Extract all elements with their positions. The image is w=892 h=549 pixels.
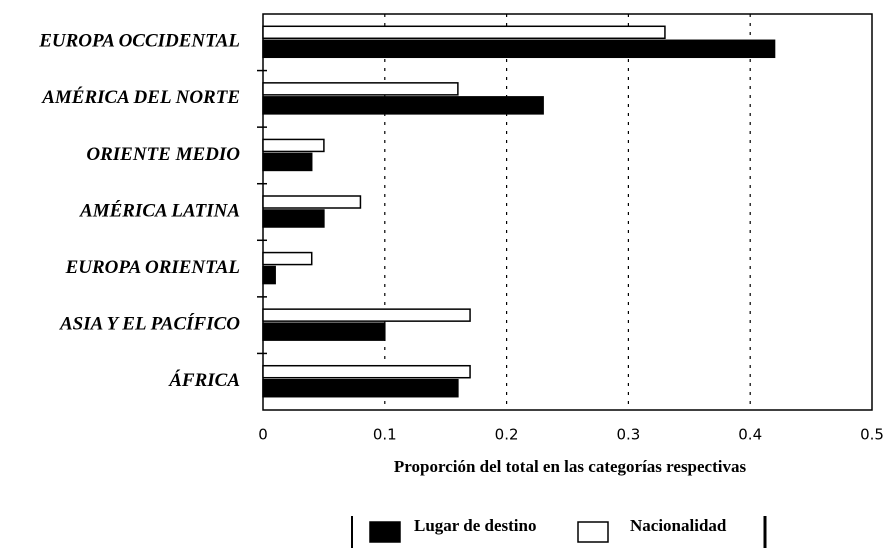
bar (262, 96, 544, 115)
y-tick-label: EUROPA ORIENTAL (65, 257, 240, 278)
bar (262, 209, 325, 228)
bar (262, 308, 471, 322)
legend-swatch (369, 521, 401, 543)
legend-label: Nacionalidad (630, 516, 727, 535)
bar (262, 251, 313, 266)
y-tick-label: EUROPA OCCIDENTAL (38, 31, 240, 52)
bar (262, 378, 459, 398)
legend-swatch (577, 521, 609, 543)
x-tick-label: 0.1 (373, 426, 397, 444)
bar (262, 138, 325, 153)
plot-frame (262, 13, 873, 411)
y-tick-label: ORIENTE MEDIO (86, 144, 240, 165)
y-tick-label: ASIA Y EL PACÍFICO (59, 313, 240, 335)
x-tick-label: 0.4 (738, 426, 762, 444)
bar (262, 265, 276, 285)
y-tick-label: AMÉRICA DEL NORTE (41, 86, 240, 108)
x-tick-label: 0.2 (495, 426, 519, 444)
bar (262, 39, 776, 59)
bar (262, 364, 471, 379)
x-tick-label: 0.5 (860, 426, 884, 444)
bar (262, 195, 362, 209)
bar (262, 82, 459, 96)
bar (262, 152, 313, 172)
bar (262, 322, 386, 341)
legend-box (352, 516, 766, 548)
x-tick-label: 0 (258, 426, 268, 444)
y-tick-label: AMÉRICA LATINA (79, 199, 240, 221)
legend-label: Lugar de destino (414, 516, 537, 535)
x-tick-label: 0.3 (616, 426, 640, 444)
x-axis-label: Proporción del total en las categorías r… (394, 457, 747, 476)
bar (262, 25, 666, 40)
y-tick-label: ÁFRICA (168, 369, 240, 391)
